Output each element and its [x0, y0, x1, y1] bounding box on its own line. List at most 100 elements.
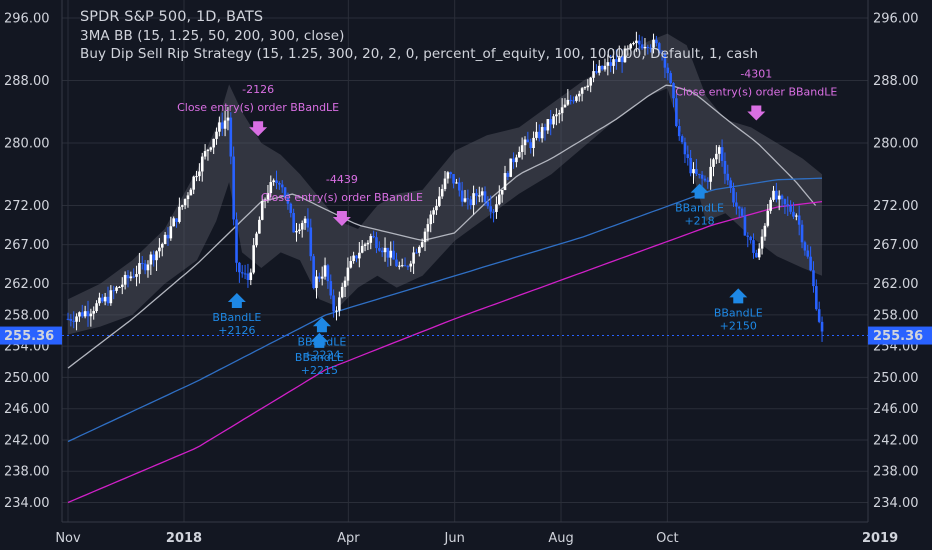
candle-body	[246, 273, 250, 280]
sell-signal-qty: -2126	[242, 83, 274, 96]
candle-body	[743, 215, 747, 236]
sell-signal-arrow	[747, 105, 766, 121]
candle-body	[492, 211, 495, 213]
candle-body	[149, 254, 153, 265]
candle-body	[409, 263, 413, 267]
candle-body	[563, 104, 567, 108]
candle-body	[803, 242, 807, 251]
candle-body	[355, 255, 358, 259]
candle-body	[809, 256, 812, 271]
candle-body	[540, 127, 544, 139]
candle-body	[497, 194, 501, 205]
candle-body	[729, 180, 732, 189]
candle-body	[600, 65, 604, 70]
candle-body	[640, 44, 644, 49]
candle-body	[443, 178, 447, 190]
candle-body	[720, 147, 724, 161]
candle-body	[512, 158, 515, 163]
candle-body	[695, 169, 698, 175]
candle-body	[303, 218, 307, 224]
candle-body	[755, 252, 758, 258]
candle-body	[363, 244, 367, 246]
y-tick-label-right: 267.00	[873, 238, 919, 253]
candle-body	[532, 137, 535, 149]
candle-body	[138, 263, 141, 275]
candle-body	[258, 219, 261, 234]
y-tick-label-left: 296.00	[4, 11, 50, 26]
y-tick-label-right: 258.00	[873, 308, 919, 323]
candle-body	[323, 265, 327, 277]
candle-body	[797, 215, 801, 225]
candle-body	[238, 262, 241, 273]
candle-body	[158, 247, 161, 252]
candle-body	[737, 206, 741, 209]
candle-body	[86, 311, 90, 317]
candle-body	[617, 56, 621, 62]
candle-body	[366, 242, 370, 245]
candle-body	[172, 218, 175, 227]
candle-body	[432, 210, 435, 215]
ma-50-line	[67, 84, 817, 369]
y-tick-label-right: 242.00	[873, 433, 919, 448]
buy-signal-label: BBandLE	[295, 351, 344, 364]
candle-body	[480, 191, 484, 196]
sell-signal-label: Close entry(s) order BBandLE	[177, 101, 339, 114]
candle-body	[369, 236, 373, 243]
candle-body	[635, 40, 638, 44]
candle-body	[200, 156, 204, 172]
candle-body	[98, 297, 101, 304]
candle-body	[109, 290, 113, 304]
buy-signal-arrow	[227, 293, 246, 309]
candle-body	[243, 273, 247, 275]
candle-body	[780, 195, 784, 200]
candle-body	[195, 176, 198, 178]
candle-body	[175, 218, 178, 222]
candle-body	[206, 149, 210, 152]
candle-body	[460, 190, 464, 202]
candle-body	[735, 202, 738, 207]
candle-body	[75, 316, 78, 322]
candle-body	[220, 122, 224, 129]
candle-body	[697, 174, 701, 176]
candle-body	[140, 263, 144, 265]
candle-body	[155, 251, 158, 261]
candle-body	[703, 178, 707, 181]
y-tick-label-left: 238.00	[4, 465, 50, 480]
candle-body	[118, 287, 121, 289]
candle-body	[543, 127, 547, 131]
candle-body	[349, 261, 353, 268]
candle-body	[615, 59, 618, 62]
candle-body	[517, 151, 521, 158]
candle-body	[575, 96, 578, 101]
candle-body	[272, 180, 275, 183]
candle-body	[92, 311, 96, 314]
candle-body	[792, 211, 795, 217]
candle-body	[529, 142, 533, 149]
last-price-tag-right	[868, 326, 932, 345]
candle-body	[663, 54, 667, 68]
candle-body	[820, 321, 824, 332]
candle-body	[472, 193, 475, 206]
candle-body	[183, 199, 187, 206]
candle-body	[789, 205, 792, 212]
candle-body	[83, 311, 87, 317]
candle-body	[757, 248, 761, 258]
candle-body	[723, 160, 727, 174]
candle-body	[629, 44, 632, 49]
candle-body	[380, 250, 384, 253]
candle-body	[126, 274, 130, 279]
indicator-label-3ma-bb[interactable]: 3MA BB (15, 1.25, 50, 200, 300, close)	[80, 28, 345, 44]
candle-body	[449, 172, 453, 175]
candle-body	[123, 274, 127, 285]
candle-body	[506, 173, 510, 177]
buy-signal-qty: +2126	[218, 324, 255, 337]
candle-body	[283, 187, 287, 198]
indicator-label-strategy[interactable]: Buy Dip Sell Rip Strategy (15, 1.25, 300…	[80, 46, 759, 62]
candle-body	[520, 145, 524, 152]
candle-body	[683, 142, 687, 155]
buy-signal-arrow	[312, 317, 331, 333]
candle-body	[78, 312, 81, 317]
candle-body	[226, 117, 230, 121]
